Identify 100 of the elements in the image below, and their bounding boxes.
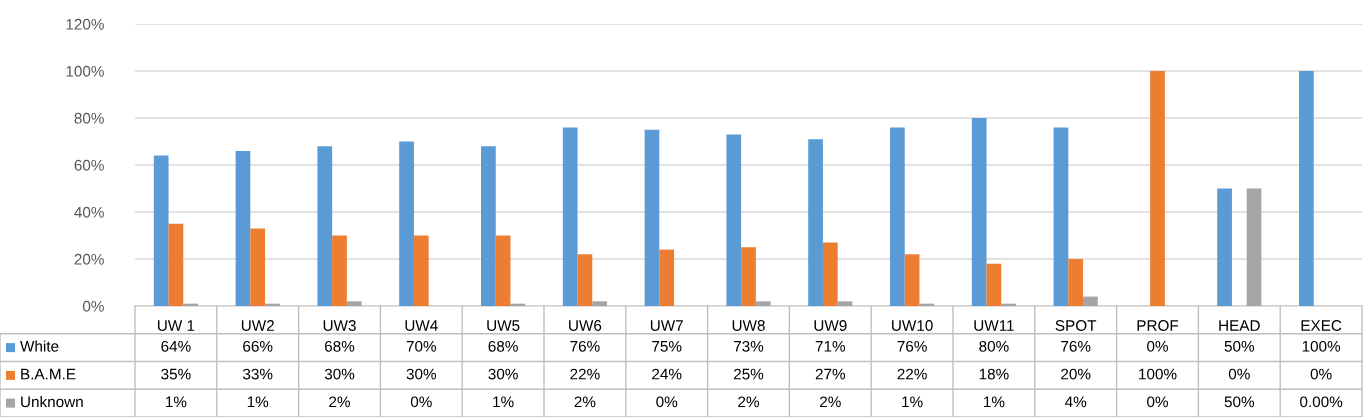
data-label: 100% xyxy=(1139,368,1177,380)
data-label: 1% xyxy=(247,396,269,408)
bar xyxy=(1068,259,1084,306)
bar xyxy=(168,223,184,306)
bar xyxy=(741,247,756,306)
legend-label: Unknown xyxy=(21,396,83,408)
bar xyxy=(822,242,838,306)
x-tick-label: UW4 xyxy=(405,320,438,331)
x-tick-label: UW5 xyxy=(487,320,520,331)
data-label: 35% xyxy=(161,368,191,380)
data-label: 0% xyxy=(1147,340,1168,352)
x-tick-label: HEAD xyxy=(1219,320,1260,331)
data-label: 20% xyxy=(1061,368,1091,380)
bar xyxy=(562,127,578,306)
legend-label: B.A.M.E xyxy=(21,368,76,380)
x-tick-label: UW 1 xyxy=(157,320,195,331)
data-label: 2% xyxy=(820,396,841,408)
data-label: 70% xyxy=(406,340,437,352)
bar xyxy=(1053,127,1069,306)
bar xyxy=(659,249,675,306)
data-label: 22% xyxy=(570,368,600,380)
bar xyxy=(890,127,905,306)
data-label: 30% xyxy=(406,368,437,380)
x-tick-label: UW3 xyxy=(323,320,356,331)
bar xyxy=(346,301,362,306)
x-tick-label: UW9 xyxy=(814,320,847,331)
x-tick-label: UW8 xyxy=(732,320,765,331)
data-label: 30% xyxy=(488,368,518,380)
bar xyxy=(1299,71,1314,306)
data-label: 0.00% xyxy=(1300,396,1343,408)
data-label: 100% xyxy=(1302,340,1341,352)
data-label: 0% xyxy=(410,396,432,408)
data-label: 2% xyxy=(738,396,759,408)
data-label: 33% xyxy=(242,368,273,380)
data-label: 4% xyxy=(1065,396,1087,408)
data-label: 0% xyxy=(656,396,678,408)
data-label: 73% xyxy=(733,340,764,352)
data-label: 68% xyxy=(324,340,355,352)
bar xyxy=(808,139,823,306)
data-label: 30% xyxy=(324,368,355,380)
data-label: 76% xyxy=(897,340,927,352)
y-tick-label: 100% xyxy=(66,65,104,77)
data-label: 64% xyxy=(161,340,191,352)
data-label: 2% xyxy=(574,396,596,408)
bar xyxy=(986,263,1002,306)
bar xyxy=(904,254,920,306)
data-label: 2% xyxy=(329,396,350,408)
data-label: 0% xyxy=(1310,368,1332,380)
bar xyxy=(332,235,347,306)
x-tick-label: SPOT xyxy=(1055,320,1097,331)
data-label: 25% xyxy=(733,368,764,380)
data-label: 76% xyxy=(1061,340,1091,352)
bar xyxy=(726,134,742,306)
data-label: 75% xyxy=(652,340,682,352)
data-label: 0% xyxy=(1228,368,1250,380)
data-label: 66% xyxy=(243,340,273,352)
bar xyxy=(153,155,169,306)
bar xyxy=(413,235,429,306)
bar xyxy=(971,118,987,306)
y-tick-label: 80% xyxy=(74,112,104,124)
data-label: 1% xyxy=(166,396,187,408)
data-label: 1% xyxy=(984,396,1005,408)
bar xyxy=(399,141,414,306)
y-tick-label: 20% xyxy=(74,253,104,265)
bar xyxy=(250,228,266,306)
bar xyxy=(1217,188,1232,306)
data-label: 0% xyxy=(1147,396,1168,408)
x-tick-label: PROF xyxy=(1137,320,1179,331)
y-tick-label: 40% xyxy=(74,206,104,218)
data-label: 1% xyxy=(493,396,514,408)
data-label: 1% xyxy=(902,396,923,408)
bar xyxy=(1246,188,1262,306)
data-label: 76% xyxy=(570,340,600,352)
bar xyxy=(755,301,771,306)
bar xyxy=(577,254,593,306)
bar xyxy=(1150,71,1165,306)
x-tick-label: UW2 xyxy=(241,320,274,331)
x-tick-label: EXEC xyxy=(1301,320,1342,331)
x-tick-label: UW10 xyxy=(892,320,933,331)
data-label: 27% xyxy=(815,368,846,380)
data-label: 68% xyxy=(488,340,518,352)
bar xyxy=(317,146,333,306)
x-tick-label: UW7 xyxy=(650,320,683,331)
data-label: 50% xyxy=(1224,396,1255,408)
bar xyxy=(495,235,511,306)
legend-label: White xyxy=(20,340,59,352)
data-label: 22% xyxy=(897,368,927,380)
bar xyxy=(837,301,853,306)
x-tick-label: UW11 xyxy=(974,320,1014,331)
y-tick-label: 120% xyxy=(66,18,104,30)
bar xyxy=(1083,296,1098,306)
y-tick-label: 60% xyxy=(74,159,104,171)
y-tick-label: 0% xyxy=(82,300,104,312)
data-label: 71% xyxy=(815,340,846,352)
data-label: 24% xyxy=(652,368,682,380)
bar xyxy=(644,129,660,306)
data-label: 50% xyxy=(1224,340,1255,352)
data-label: 80% xyxy=(979,340,1009,352)
bar xyxy=(481,146,496,306)
x-tick-label: UW6 xyxy=(569,320,602,331)
